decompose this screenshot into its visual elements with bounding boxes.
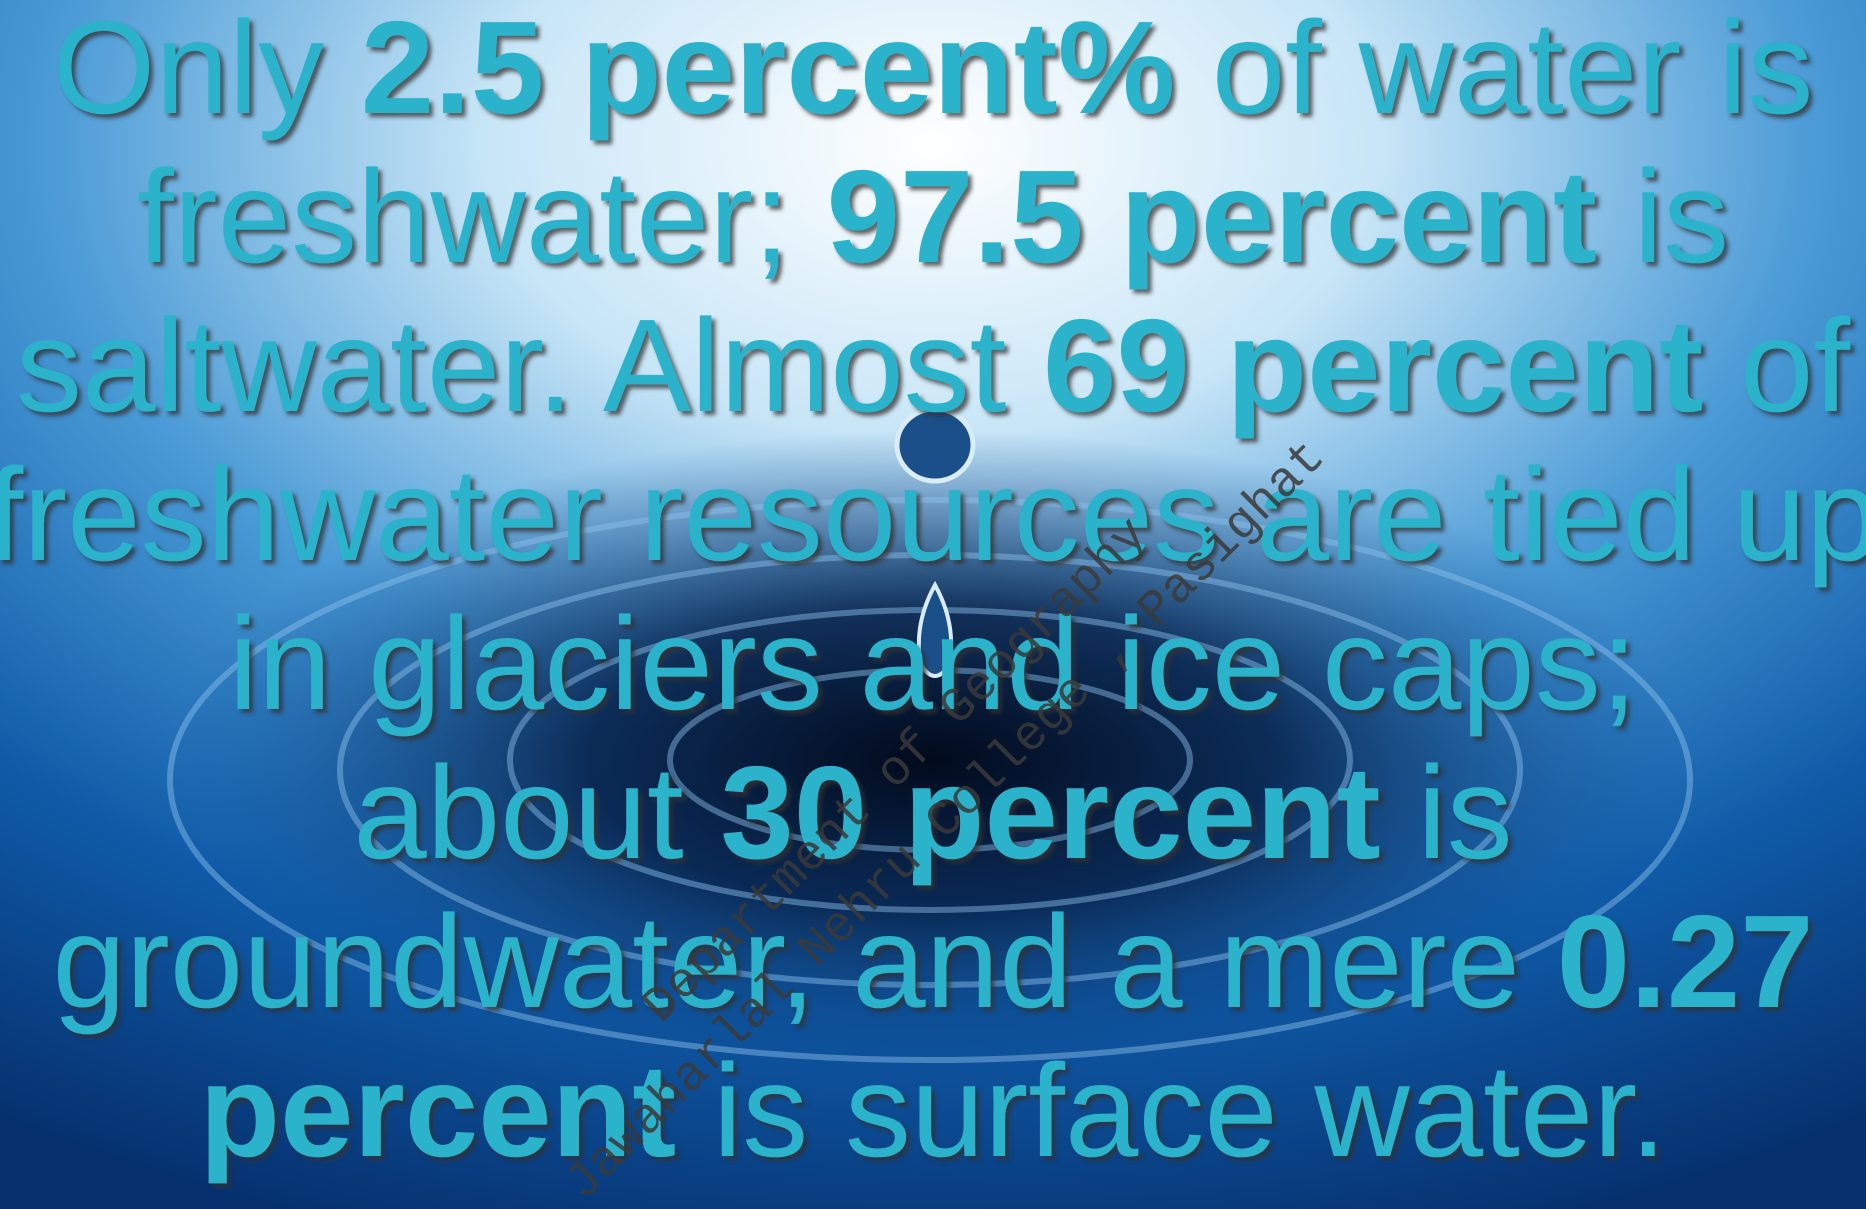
text-line: saltwater. Almost 69 percent of bbox=[16, 292, 1850, 439]
slide-text: Only 2.5 percent% of water isfreshwater;… bbox=[0, 0, 1866, 1184]
text-run: of water is bbox=[1175, 0, 1813, 141]
text-run: about bbox=[353, 739, 720, 886]
bold-run: 69 percent bbox=[1043, 292, 1703, 439]
text-run: freshwater resources are tied up bbox=[0, 441, 1866, 588]
text-run: is surface water. bbox=[676, 1037, 1666, 1184]
text-run: is bbox=[1381, 739, 1513, 886]
page: Only 2.5 percent% of water isfreshwater;… bbox=[0, 0, 1866, 1209]
text-run: of bbox=[1703, 292, 1850, 439]
text-run: is bbox=[1597, 143, 1729, 290]
text-run: Only bbox=[53, 0, 361, 141]
text-line: groundwater, and a mere 0.27 bbox=[52, 888, 1813, 1035]
bold-run: 97.5 percent bbox=[827, 143, 1597, 290]
text-line: percent is surface water. bbox=[199, 1037, 1666, 1184]
slide: Only 2.5 percent% of water isfreshwater;… bbox=[0, 0, 1866, 1209]
text-line: freshwater; 97.5 percent is bbox=[137, 143, 1729, 290]
text-run: freshwater; bbox=[137, 143, 827, 290]
text-run: saltwater. Almost bbox=[16, 292, 1043, 439]
text-line: freshwater resources are tied up bbox=[0, 441, 1866, 588]
bold-run: 2.5 percent% bbox=[361, 0, 1175, 141]
bold-run: 0.27 bbox=[1557, 888, 1814, 1035]
text-line: Only 2.5 percent% of water is bbox=[53, 0, 1814, 141]
